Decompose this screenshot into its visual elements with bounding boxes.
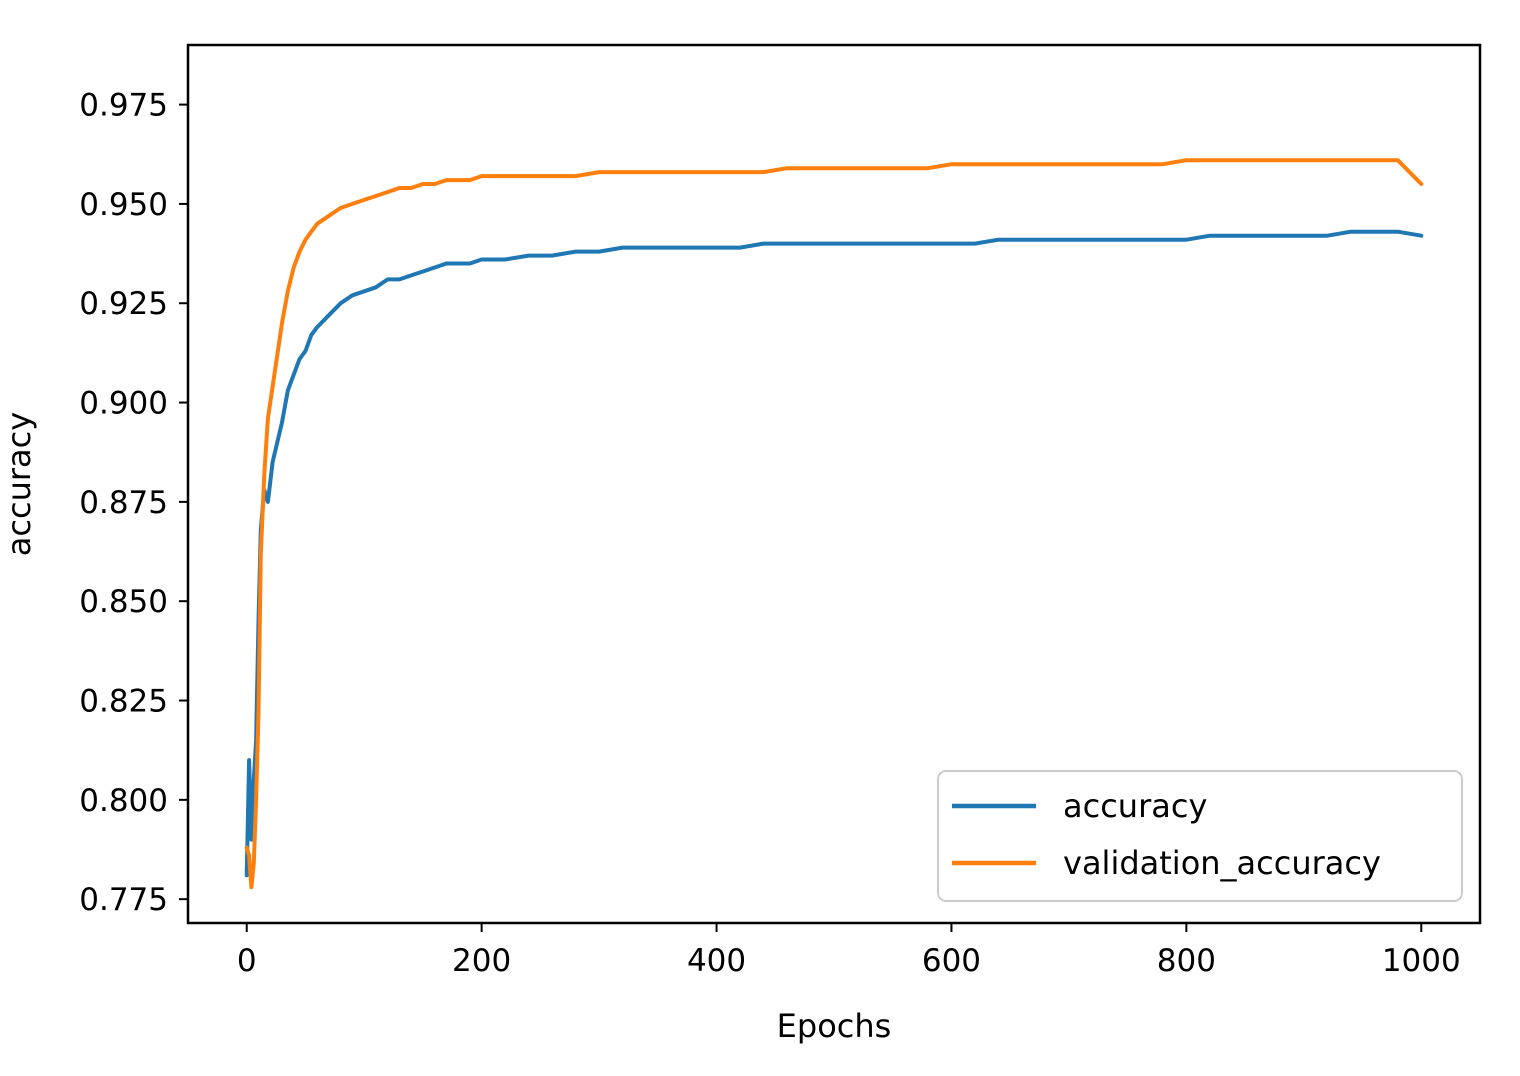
y-tick-label: 0.875	[79, 485, 168, 521]
y-tick-label: 0.800	[79, 783, 168, 819]
x-tick-label: 400	[687, 943, 746, 979]
plot-frame	[186, 43, 1482, 925]
y-tick-label: 0.975	[79, 88, 168, 124]
x-tick-label: 800	[1157, 943, 1216, 979]
series-layer	[244, 158, 1424, 890]
x-tick-label: 0	[237, 943, 257, 979]
x-axis-label: Epochs	[777, 1007, 892, 1045]
y-axis-label: accuracy	[0, 412, 38, 556]
x-tick-label: 1000	[1382, 943, 1461, 979]
y-tick-label: 0.900	[79, 386, 168, 422]
y-tick-label: 0.775	[79, 882, 168, 918]
legend: accuracy validation_accuracy	[937, 770, 1463, 902]
x-axis-ticks: 0 200 400 600 800 1000	[237, 923, 1461, 979]
y-tick-label: 0.925	[79, 286, 168, 322]
y-tick-label: 0.850	[79, 584, 168, 620]
y-tick-label: 0.950	[79, 187, 168, 223]
series-line-accuracy	[244, 229, 1424, 878]
x-tick-label: 200	[452, 943, 511, 979]
legend-label-accuracy: accuracy	[1063, 787, 1207, 825]
y-axis-ticks: 0.775 0.800 0.825 0.850 0.875 0.900 0.925 0.950…	[79, 88, 188, 918]
series-line-validation-accuracy	[244, 158, 1424, 890]
x-tick-label: 600	[922, 943, 981, 979]
y-tick-label: 0.825	[79, 684, 168, 720]
legend-box	[937, 770, 1463, 902]
legend-label-validation-accuracy: validation_accuracy	[1063, 844, 1381, 882]
